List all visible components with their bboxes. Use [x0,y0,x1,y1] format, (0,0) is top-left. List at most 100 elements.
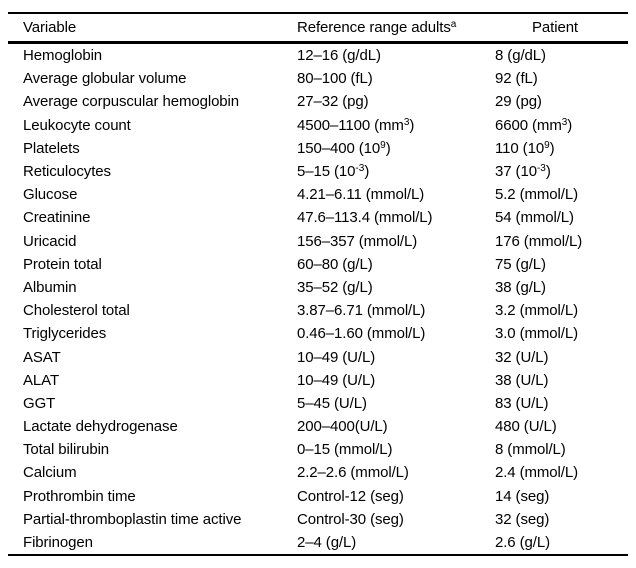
variable-cell: Reticulocytes [23,163,111,181]
patient-cell: 2.6 (g/L) [495,534,550,552]
table-row: Protein total 60–80 (g/L) 75 (g/L) [8,253,628,276]
patient-cell: 8 (mmol/L) [495,441,566,459]
patient-cell: 480 (U/L) [495,418,557,436]
reference-cell: 60–80 (g/L) [297,255,373,273]
patient-cell: 38 (g/L) [495,278,546,296]
reference-cell: 0.46–1.60 (mmol/L) [297,325,426,343]
reference-cell: 2–4 (g/L) [297,534,357,552]
table-row: Total bilirubin 0–15 (mmol/L) 8 (mmol/L) [8,438,628,461]
reference-cell: 10–49 (U/L) [297,348,376,366]
patient-cell: 37 (10-3) [495,163,551,181]
table-row: ASAT 10–49 (U/L) 32 (U/L) [8,345,628,368]
patient-cell: 38 (U/L) [495,371,549,389]
variable-cell: Hemoglobin [23,47,103,65]
table-row: Hemoglobin 12–16 (g/dL) 8 (g/dL) [8,43,628,68]
lab-table-body: Hemoglobin 12–16 (g/dL) 8 (g/dL) Average gl… [8,43,628,556]
reference-cell: Control-30 (seg) [297,510,404,528]
column-header-variable: Variable [8,13,297,44]
table-row: Platelets 150–400 (109) 110 (109) [8,137,628,160]
superscript: 9 [544,139,550,151]
variable-cell: Average globular volume [23,70,187,88]
variable-cell: ASAT [23,348,61,366]
patient-cell: 8 (g/dL) [495,47,546,65]
variable-cell: Partial-thromboplastin time active [23,510,242,528]
table-row: Average corpuscular hemoglobin 27–32 (pg)… [8,90,628,113]
column-header-reference-range: Reference range adultsa [297,13,495,44]
variable-cell: Albumin [23,278,77,296]
reference-cell: 4500–1100 (mm3) [297,116,415,134]
variable-cell: Lactate dehydrogenase [23,418,178,436]
variable-cell: Platelets [23,139,80,157]
table-row: Partial-thromboplastin time active Contro… [8,508,628,531]
column-header-reference-label: Reference range adults [297,19,451,36]
patient-cell: 29 (pg) [495,93,542,111]
variable-cell: Glucose [23,186,78,204]
variable-cell: Protein total [23,255,102,273]
reference-cell: 80–100 (fL) [297,70,373,88]
table-row: Albumin 35–52 (g/L) 38 (g/L) [8,276,628,299]
footnote-marker-a: a [450,19,457,30]
patient-cell: 92 (fL) [495,70,538,88]
reference-cell: 10–49 (U/L) [297,371,376,389]
table-row: Lactate dehydrogenase 200–400(U/L) 480 (U/… [8,415,628,438]
table-row: Prothrombin time Control-12 (seg) 14 (seg) [8,485,628,508]
variable-cell: Leukocyte count [23,116,131,134]
reference-cell: 5–15 (10-3) [297,163,370,181]
lab-results-table: Variable Reference range adultsa Patient… [8,12,628,557]
patient-cell: 32 (U/L) [495,348,549,366]
table-row: Glucose 4.21–6.11 (mmol/L) 5.2 (mmol/L) [8,183,628,206]
variable-cell: Prothrombin time [23,487,136,505]
table-row: Creatinine 47.6–113.4 (mmol/L) 54 (mmol/L) [8,206,628,229]
variable-cell: Uricacid [23,232,77,250]
variable-cell: Triglycerides [23,325,107,343]
reference-cell: 150–400 (109) [297,139,391,157]
variable-cell: Average corpuscular hemoglobin [23,93,240,111]
patient-cell: 3.0 (mmol/L) [495,325,578,343]
table-row: ALAT 10–49 (U/L) 38 (U/L) [8,369,628,392]
table-row: Triglycerides 0.46–1.60 (mmol/L) 3.0 (mmol… [8,322,628,345]
reference-cell: 47.6–113.4 (mmol/L) [297,209,433,227]
table-header: Variable Reference range adultsa Patient [8,13,628,44]
reference-cell: 4.21–6.11 (mmol/L) [297,186,425,204]
variable-cell: GGT [23,394,56,412]
reference-cell: 35–52 (g/L) [297,278,373,296]
patient-cell: 6600 (mm3) [495,116,573,134]
superscript: 3 [561,116,568,128]
lab-results-table-container: Variable Reference range adultsa Patient… [8,12,628,557]
patient-cell: 3.2 (mmol/L) [495,302,578,320]
patient-cell: 75 (g/L) [495,255,546,273]
reference-cell: 3.87–6.71 (mmol/L) [297,302,426,320]
patient-cell: 83 (U/L) [495,394,549,412]
patient-cell: 5.2 (mmol/L) [495,186,578,204]
variable-cell: ALAT [23,371,60,389]
reference-cell: 2.2–2.6 (mmol/L) [297,464,409,482]
patient-cell: 176 (mmol/L) [495,232,583,250]
superscript: -3 [355,163,365,175]
patient-cell: 110 (109) [495,139,555,157]
reference-cell: 27–32 (pg) [297,93,369,111]
variable-cell: Creatinine [23,209,91,227]
table-row: Reticulocytes 5–15 (10-3) 37 (10-3) [8,160,628,183]
table-row: Uricacid 156–357 (mmol/L) 176 (mmol/L) [8,230,628,253]
header-row: Variable Reference range adultsa Patient [8,13,628,44]
superscript: 3 [403,116,410,128]
table-row: Leukocyte count 4500–1100 (mm3) 6600 (mm3) [8,114,628,137]
reference-cell: Control-12 (seg) [297,487,404,505]
table-row: Cholesterol total 3.87–6.71 (mmol/L) 3.2 (… [8,299,628,322]
column-header-patient: Patient [495,13,628,44]
reference-cell: 200–400(U/L) [297,418,388,436]
table-row: Fibrinogen 2–4 (g/L) 2.6 (g/L) [8,531,628,555]
patient-cell: 32 (seg) [495,510,550,528]
variable-cell: Cholesterol total [23,302,130,320]
patient-cell: 14 (seg) [495,487,550,505]
superscript: 9 [380,139,386,151]
variable-cell: Calcium [23,464,77,482]
superscript: -3 [536,163,546,175]
reference-cell: 12–16 (g/dL) [297,47,381,65]
variable-cell: Fibrinogen [23,534,93,552]
reference-cell: 156–357 (mmol/L) [297,232,418,250]
table-row: Average globular volume 80–100 (fL) 92 (fL… [8,67,628,90]
patient-cell: 2.4 (mmol/L) [495,464,578,482]
reference-cell: 0–15 (mmol/L) [297,441,393,459]
table-row: Calcium 2.2–2.6 (mmol/L) 2.4 (mmol/L) [8,461,628,484]
